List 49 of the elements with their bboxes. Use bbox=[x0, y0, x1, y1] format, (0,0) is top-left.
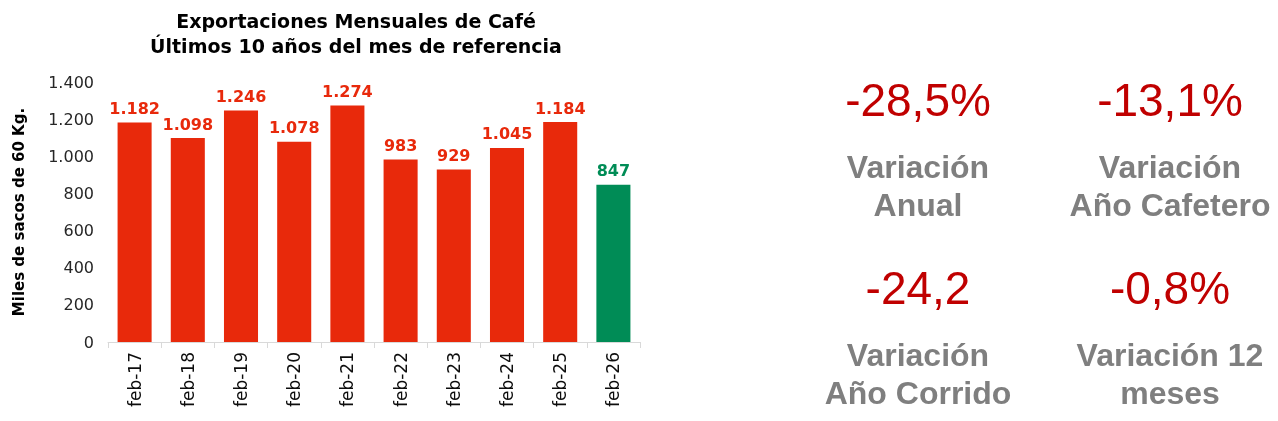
data-label: 1.045 bbox=[481, 124, 533, 144]
bar bbox=[277, 141, 312, 342]
y-axis-title: Miles de sacos de 60 Kg. bbox=[9, 107, 28, 317]
x-tick-label: feb-26 bbox=[603, 352, 624, 408]
x-tick-label: feb-21 bbox=[337, 352, 358, 408]
bar bbox=[170, 138, 205, 342]
text: Variación Anual bbox=[846, 149, 990, 223]
data-label: 1.098 bbox=[162, 114, 214, 134]
data-label: 929 bbox=[437, 145, 471, 165]
y-tick-label: 0 bbox=[83, 332, 94, 352]
text: -0,8% bbox=[1109, 262, 1231, 314]
y-tick-label: 200 bbox=[63, 295, 94, 315]
bar bbox=[596, 184, 631, 342]
y-tick-label: 1.200 bbox=[48, 109, 94, 129]
y-tick-label: 800 bbox=[63, 183, 94, 203]
bar bbox=[223, 110, 259, 342]
data-label: 1.184 bbox=[534, 98, 586, 118]
bar bbox=[489, 147, 525, 342]
data-label: 847 bbox=[596, 161, 631, 181]
data-label: 1.274 bbox=[322, 81, 373, 101]
text: -13,1% bbox=[1097, 74, 1243, 126]
x-tick-label: feb-24 bbox=[497, 352, 517, 408]
chart-title: Exportaciones Mensuales de Café bbox=[176, 9, 536, 32]
y-tick-label: 1.400 bbox=[48, 72, 94, 92]
x-tick-label: feb-25 bbox=[550, 352, 571, 408]
chart-subtitle: Últimos 10 años del mes de referencia bbox=[150, 33, 562, 57]
text: Variación Año Cafetero bbox=[1069, 149, 1271, 223]
data-label: 1.246 bbox=[215, 87, 267, 107]
text: -24,2 bbox=[865, 262, 971, 314]
y-tick-label: 600 bbox=[63, 221, 94, 241]
bar bbox=[436, 169, 471, 342]
data-label: 1.078 bbox=[268, 118, 320, 138]
data-label: 1.182 bbox=[109, 98, 160, 118]
x-tick-label: feb-23 bbox=[443, 352, 464, 408]
x-tick-label: feb-17 bbox=[124, 352, 145, 408]
bar bbox=[330, 105, 365, 342]
data-label: 983 bbox=[383, 135, 418, 155]
text: Variación Año Corrido bbox=[824, 337, 1012, 411]
bar bbox=[383, 159, 418, 342]
bar bbox=[543, 122, 578, 342]
bar bbox=[117, 122, 152, 342]
y-tick-label: 1.000 bbox=[48, 146, 94, 166]
text: Variación 12 meses bbox=[1076, 337, 1264, 411]
x-tick-label: feb-19 bbox=[231, 352, 251, 408]
text: -28,5% bbox=[845, 74, 991, 126]
x-tick-label: feb-18 bbox=[177, 352, 198, 408]
y-tick-label: 400 bbox=[63, 258, 94, 278]
x-tick-label: feb-20 bbox=[284, 352, 305, 408]
x-tick-label: feb-22 bbox=[390, 352, 411, 408]
